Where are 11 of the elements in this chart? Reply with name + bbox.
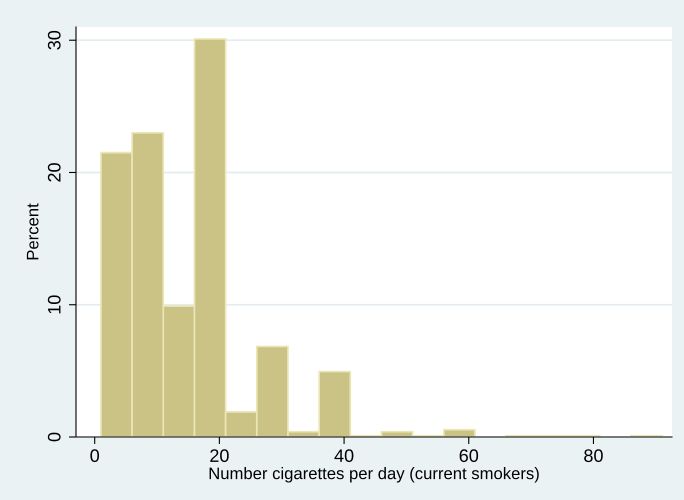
x-axis-title: Number cigarettes per day (current smokers)	[210, 467, 539, 483]
y-axis-title: Percent	[26, 203, 39, 260]
y-tick-label: 20	[48, 163, 61, 182]
y-tick-label: 0	[48, 432, 61, 442]
x-tick-label: 40	[334, 449, 354, 462]
y-tick-label: 30	[48, 30, 61, 50]
x-tick-label: 20	[210, 449, 229, 462]
x-tick-label: 80	[584, 449, 603, 462]
y-tick-label: 10	[48, 295, 61, 314]
x-tick-label: 0	[90, 449, 100, 462]
x-tick-label: 60	[460, 449, 478, 462]
